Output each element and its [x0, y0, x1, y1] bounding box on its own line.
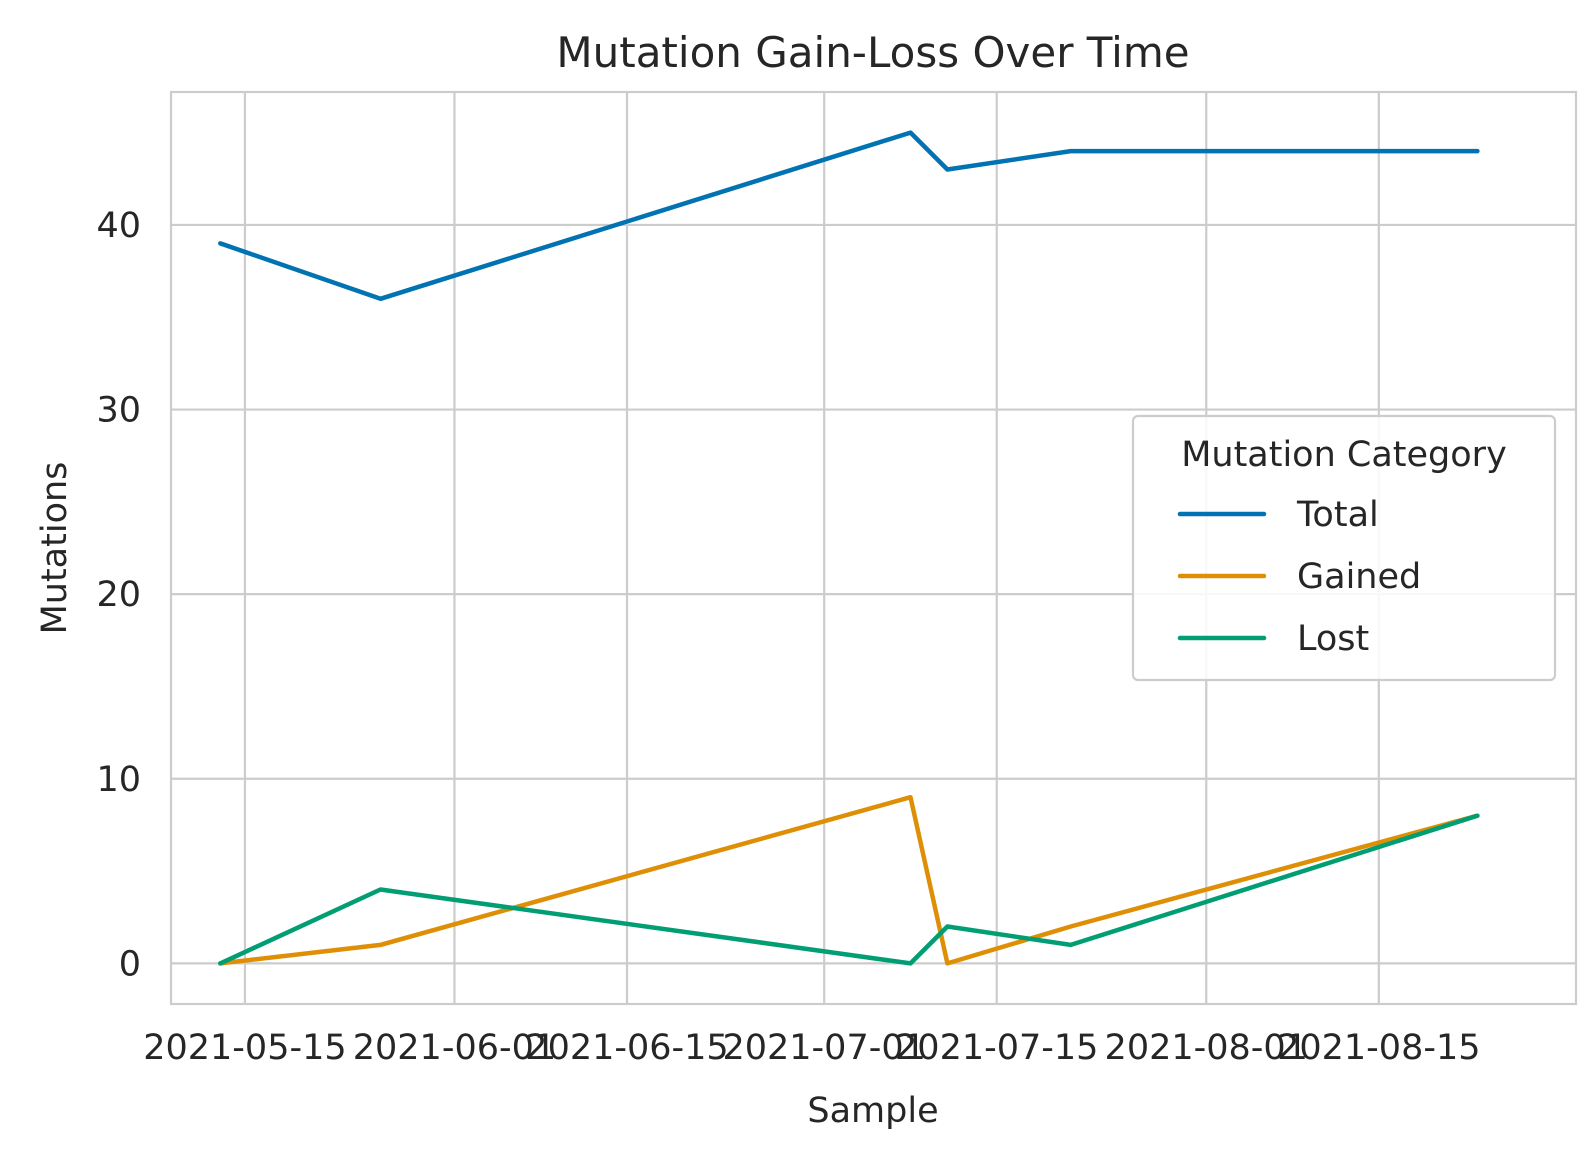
legend-items: Total Gained Lost [1177, 495, 1421, 659]
y-tick-label: 30 [96, 391, 141, 431]
y-tick-label: 0 [119, 944, 141, 984]
x-tick-label: 2021-08-01 [1105, 1028, 1308, 1068]
legend-label-gained: Gained [1297, 557, 1421, 597]
x-tick-label: 2021-05-15 [143, 1028, 346, 1068]
series-line-lost [218, 813, 1480, 966]
plot-frame [169, 90, 1578, 1006]
x-tick-label: 2021-07-01 [722, 1028, 925, 1068]
grid [171, 92, 1576, 1004]
y-tick-label: 10 [96, 760, 141, 800]
y-tick-label: 20 [96, 575, 141, 615]
legend-box [1131, 414, 1557, 682]
series-lines [218, 130, 1480, 966]
series-line-total [218, 130, 1480, 302]
x-tick-label: 2021-08-15 [1277, 1028, 1480, 1068]
legend-label-total: Total [1296, 495, 1379, 535]
x-tick-label: 2021-07-15 [895, 1028, 1098, 1068]
series-line-gained [218, 794, 1480, 966]
x-tick-label: 2021-06-15 [525, 1028, 728, 1068]
y-axis-label: Mutations [35, 462, 75, 635]
x-tick-label: 2021-06-01 [353, 1028, 556, 1068]
y-tick-label: 40 [96, 206, 141, 246]
x-axis-label: Sample [807, 1091, 938, 1131]
chart-title: Mutation Gain-Loss Over Time [556, 28, 1189, 77]
legend-title: Mutation Category [1181, 435, 1507, 475]
legend: Mutation Category Total Gained Lost [1131, 414, 1557, 682]
legend-label-lost: Lost [1297, 619, 1369, 659]
